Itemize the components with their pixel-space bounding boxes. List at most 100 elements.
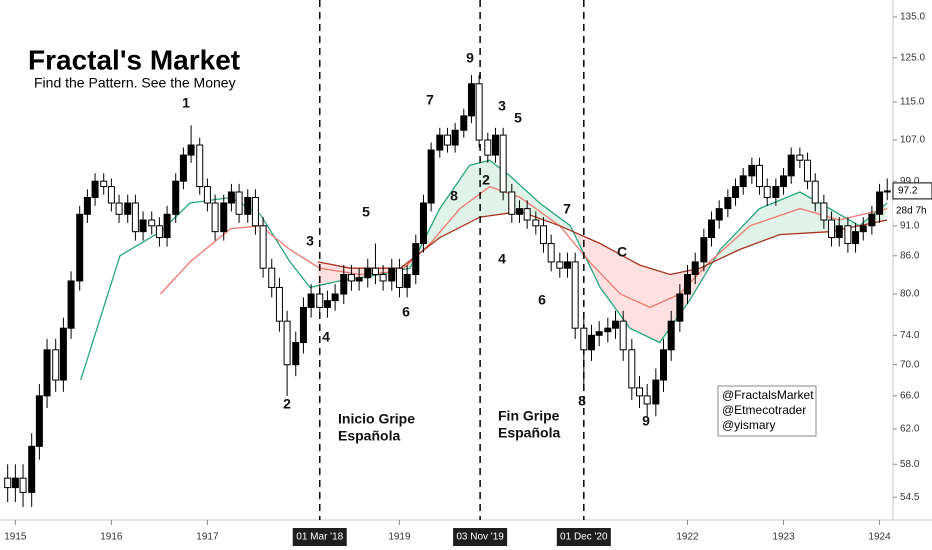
candle-body (652, 379, 660, 405)
credit: @Etmecotrader (722, 403, 806, 417)
y-tick-label: 99.0 (900, 176, 920, 187)
candle-body (852, 231, 860, 245)
event-note: Inicio Gripe (338, 411, 415, 427)
candle-body (388, 267, 396, 282)
candle-body (347, 274, 355, 282)
x-tick-label: 1916 (100, 532, 123, 543)
candle-body (820, 202, 828, 221)
event-label: 01 Dec '20 (560, 532, 608, 543)
candle-body (172, 180, 180, 215)
candle-body (364, 267, 372, 279)
wave-label: 2 (482, 172, 490, 188)
candle-body (660, 349, 668, 381)
wave-label: 4 (498, 251, 506, 267)
wave-label: 9 (466, 50, 474, 66)
wave-label: 1 (182, 95, 190, 111)
candle-body (515, 208, 523, 215)
y-tick-label: 91.0 (900, 220, 920, 231)
event-label-box (556, 528, 611, 546)
candle-body (859, 225, 867, 233)
countdown-tag (893, 202, 932, 219)
candle-body (203, 186, 211, 204)
y-tick-label: 70.0 (900, 359, 920, 370)
y-tick-label: 80.0 (900, 289, 920, 300)
candle-body (83, 196, 91, 215)
candle-body (235, 191, 243, 215)
candle-body (196, 144, 204, 188)
chart-title: Fractal's Market (28, 44, 240, 75)
candle-body (523, 208, 531, 221)
candle-body (275, 286, 283, 322)
y-tick-label: 86.0 (900, 250, 920, 261)
candle-body (11, 477, 19, 489)
candle-body (611, 320, 619, 329)
candle-body (443, 134, 451, 146)
candle-body (419, 202, 427, 245)
candle-body (636, 387, 644, 397)
event-label-box (292, 528, 347, 546)
candle-body (595, 331, 603, 336)
chart-subtitle: Find the Pattern. See the Money (34, 75, 236, 91)
x-tick-label: 1922 (676, 532, 699, 543)
candle-body (876, 191, 884, 215)
candle-body (19, 477, 27, 493)
x-tick-label: 1915 (4, 532, 27, 543)
wave-label: 7 (426, 92, 434, 108)
candle-body (155, 225, 163, 239)
wave-label: 2 (283, 396, 291, 412)
candle-body (532, 219, 540, 227)
candle-body (307, 293, 315, 308)
candle-body (763, 186, 771, 198)
wave-label: 3 (306, 233, 314, 249)
wave-label: 4 (322, 329, 330, 345)
candle-body (796, 154, 804, 161)
candle-body (756, 164, 764, 188)
candle-body (732, 186, 740, 198)
y-tick-label: 74.0 (900, 330, 920, 341)
event-note: Española (338, 428, 400, 444)
candle-body (835, 225, 843, 239)
event-note: Fin Gripe (498, 408, 560, 424)
candle-body (667, 320, 675, 351)
candle-body (148, 219, 156, 227)
candle-body (868, 213, 876, 227)
candle-body (556, 261, 564, 269)
candle-body (436, 134, 444, 151)
candle-body (355, 277, 363, 282)
wave-label: 6 (538, 292, 546, 308)
candle-body (403, 274, 411, 288)
wave-label: C (617, 244, 627, 260)
candle-body (259, 225, 267, 269)
cloud-fill (713, 192, 886, 262)
candle-body (475, 83, 483, 141)
event-label-box (453, 528, 508, 546)
candle-body (780, 175, 788, 188)
y-tick-label: 107.0 (900, 135, 925, 146)
candle-body (211, 202, 219, 233)
candle-body (700, 237, 708, 263)
candle-body (179, 154, 187, 182)
candle-body (539, 225, 547, 245)
candle-body (100, 180, 108, 188)
candle-body (28, 445, 36, 493)
candle-body (323, 300, 331, 308)
y-tick-label: 62.0 (900, 424, 920, 435)
credits-box (717, 385, 817, 437)
candle-body (691, 261, 699, 276)
candle-body (684, 274, 692, 295)
wave-label: 7 (563, 201, 571, 217)
event-label: 01 Mar '18 (296, 532, 343, 543)
candle-body (35, 395, 43, 447)
candle-body (379, 274, 387, 282)
y-tick-label: 66.0 (900, 391, 920, 402)
candle-body (715, 208, 723, 221)
candle-body (67, 280, 75, 329)
candle-body (676, 293, 684, 322)
candle-body (491, 134, 499, 156)
candle-body (163, 213, 171, 239)
candle-body (643, 395, 651, 405)
candle-body (547, 243, 555, 263)
candle-body (292, 341, 300, 366)
candle-body (811, 180, 819, 204)
candle-body (283, 320, 291, 366)
